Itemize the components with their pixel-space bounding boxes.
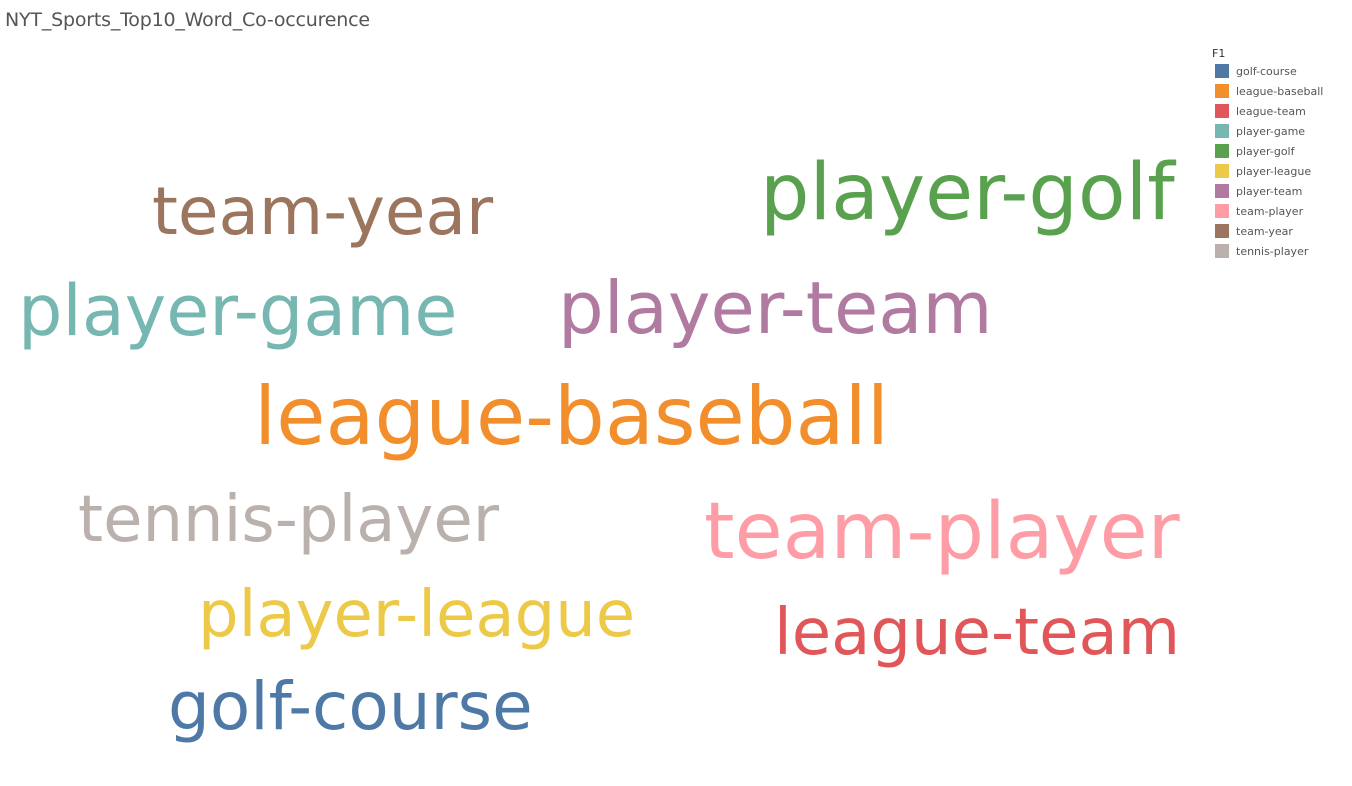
word-league-baseball[interactable]: league-baseball [254,370,889,463]
legend-label: team-player [1236,204,1304,218]
legend-swatch [1215,224,1229,238]
word-player-team[interactable]: player-team [558,266,993,350]
legend-title: F1 [1212,47,1226,60]
legend-label: player-game [1236,124,1306,138]
word-team-year[interactable]: team-year [152,173,494,250]
word-team-player[interactable]: team-player [704,487,1180,577]
legend-swatch [1215,84,1229,98]
legend-label: league-baseball [1236,84,1324,98]
legend-swatch [1215,124,1229,138]
legend-swatch [1215,164,1229,178]
legend-swatch [1215,64,1229,78]
word-golf-course[interactable]: golf-course [168,668,533,745]
legend-item-player-team[interactable]: player-team [1212,181,1342,201]
word-league-team[interactable]: league-team [774,596,1181,670]
legend-label: team-year [1236,224,1293,238]
legend-label: league-team [1236,104,1306,118]
legend-label: tennis-player [1236,244,1309,258]
legend-swatch [1215,204,1229,218]
legend-swatch [1215,144,1229,158]
legend-label: player-golf [1236,144,1295,158]
legend: F1 golf-course league-baseball league-team… [1212,47,1342,261]
legend-items: golf-course league-baseball league-team pla… [1212,61,1342,261]
legend-item-tennis-player[interactable]: tennis-player [1212,241,1342,261]
word-player-league[interactable]: player-league [198,578,636,652]
legend-item-player-game[interactable]: player-game [1212,121,1342,141]
legend-item-league-baseball[interactable]: league-baseball [1212,81,1342,101]
legend-label: golf-course [1236,64,1297,78]
legend-swatch [1215,104,1229,118]
legend-item-player-golf[interactable]: player-golf [1212,141,1342,161]
legend-item-league-team[interactable]: league-team [1212,101,1342,121]
legend-item-golf-course[interactable]: golf-course [1212,61,1342,81]
legend-item-team-year[interactable]: team-year [1212,221,1342,241]
word-tennis-player[interactable]: tennis-player [78,483,499,557]
legend-swatch [1215,184,1229,198]
legend-item-player-league[interactable]: player-league [1212,161,1342,181]
legend-swatch [1215,244,1229,258]
word-player-golf[interactable]: player-golf [760,148,1175,238]
chart-title: NYT_Sports_Top10_Word_Co-occurence [5,9,370,31]
legend-label: player-league [1236,164,1312,178]
legend-item-team-player[interactable]: team-player [1212,201,1342,221]
word-player-game[interactable]: player-game [18,270,458,352]
legend-label: player-team [1236,184,1303,198]
